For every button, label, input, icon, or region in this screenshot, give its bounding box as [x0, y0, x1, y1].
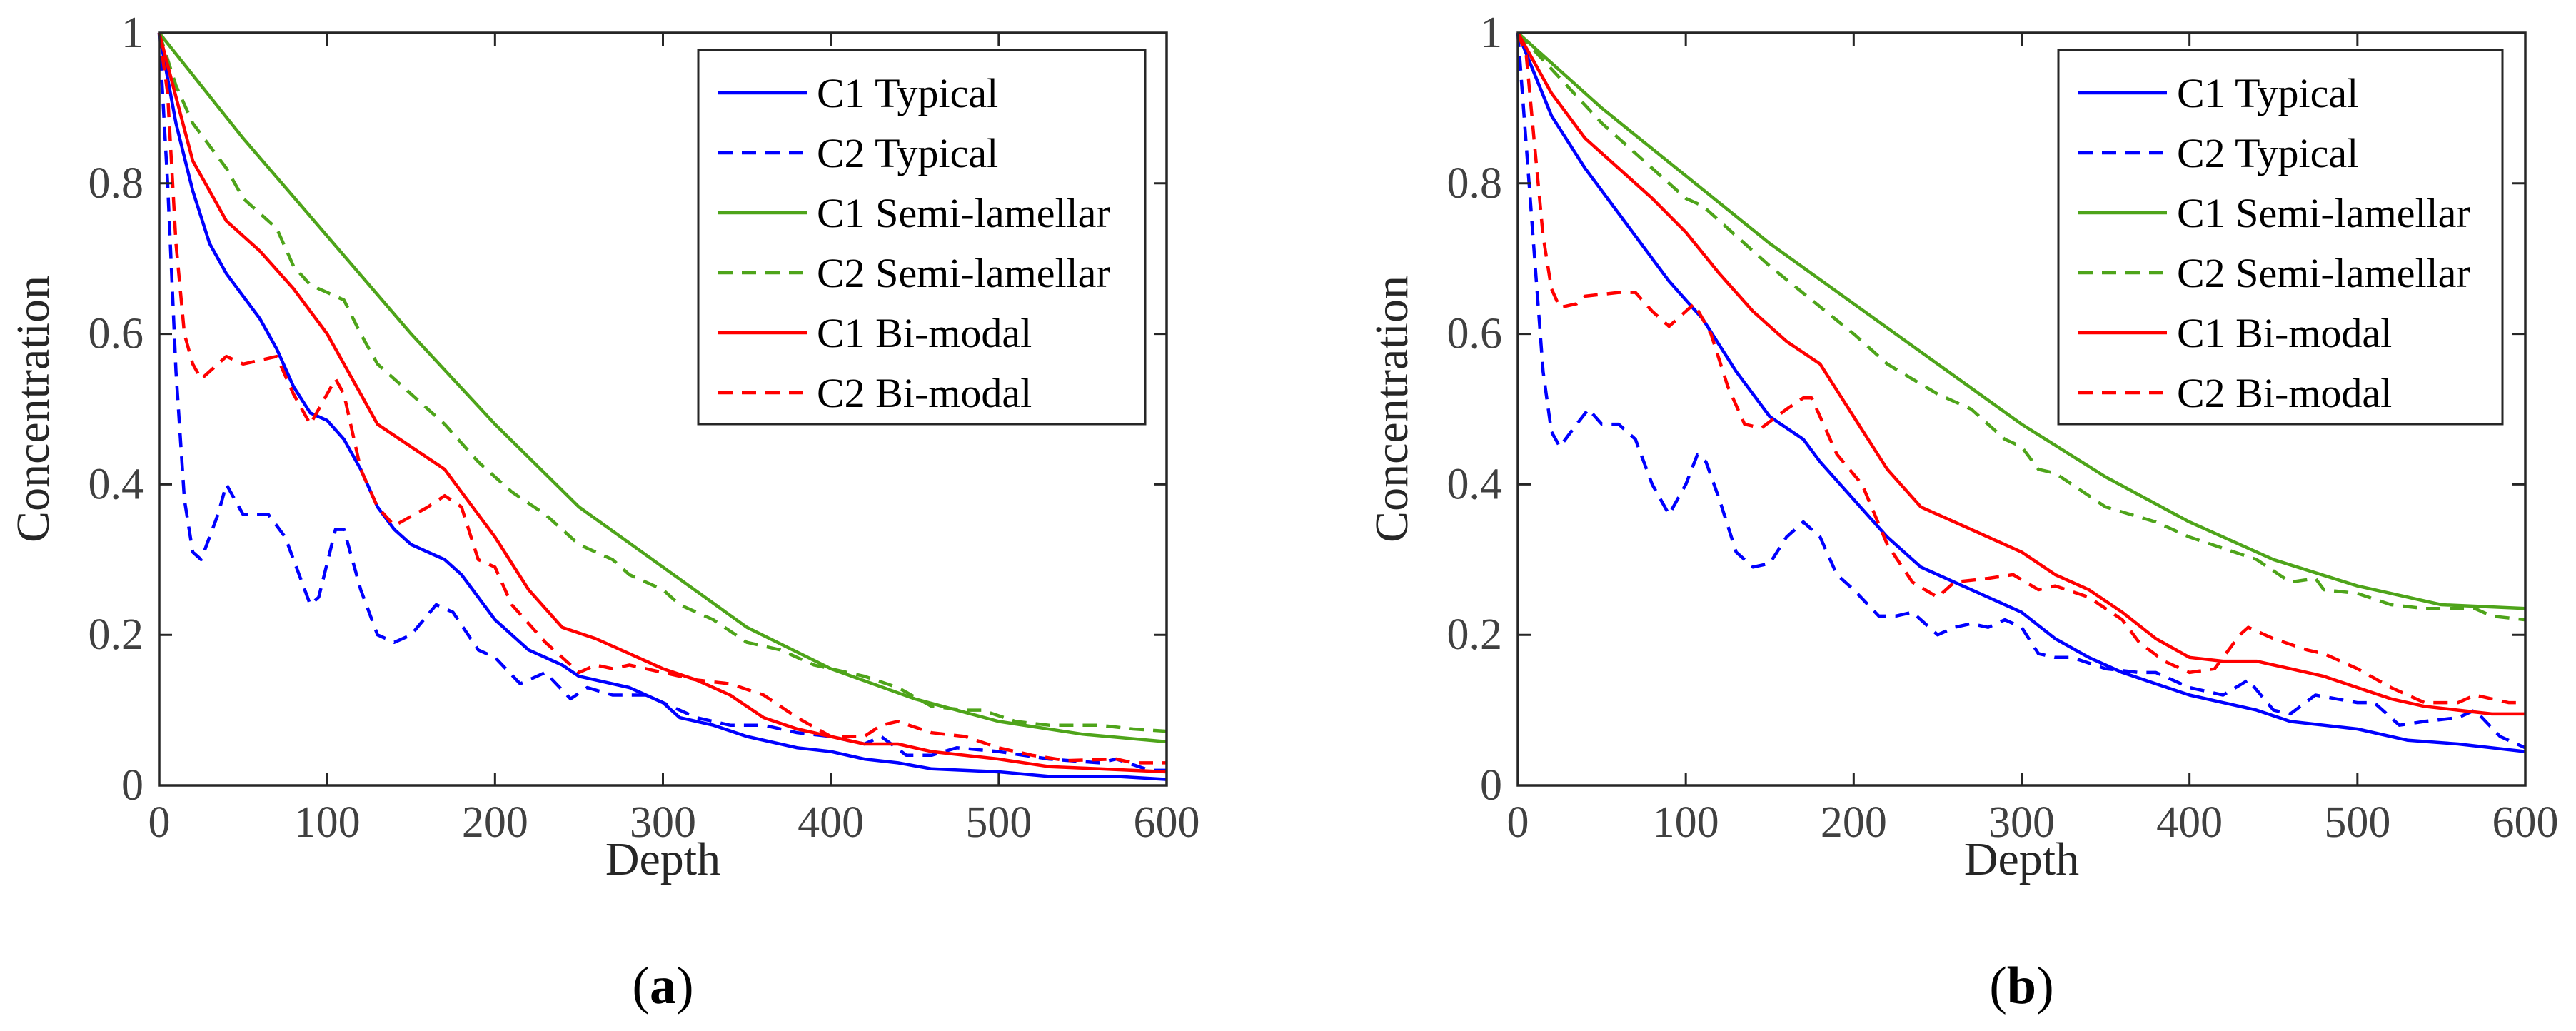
panel-caption-letter: b — [2007, 957, 2036, 1015]
legend: C1 Typical C2 Typical C1 Semi-lamellar C2 S… — [697, 49, 1147, 426]
legend-box — [697, 49, 1147, 426]
legend-label: C1 Semi-lamellar — [2177, 190, 2470, 236]
x-tick-label: 100 — [294, 798, 361, 847]
series-line-c1-bi-modal — [157, 32, 1167, 774]
legend-item: C1 Typical — [718, 70, 998, 116]
y-tick-label: 0.2 — [89, 610, 144, 659]
x-tick-label: 100 — [1653, 798, 1719, 847]
legend-item: C1 Typical — [2078, 70, 2358, 116]
legend-label: C2 Typical — [2177, 130, 2358, 176]
panel-caption: (b) — [1989, 957, 2053, 1015]
legend-item: C2 Typical — [2078, 130, 2358, 176]
x-tick-label: 0 — [1507, 798, 1529, 847]
x-tick-label: 500 — [965, 798, 1032, 847]
y-tick-label: 0.4 — [1447, 460, 1503, 508]
legend-label: C1 Typical — [2177, 70, 2358, 116]
x-tick-label: 200 — [462, 798, 528, 847]
x-tick-label: 400 — [2156, 798, 2223, 847]
x-axis-label: Depth — [605, 833, 720, 885]
legend-item: C1 Bi-modal — [2078, 310, 2392, 356]
x-tick-label: 400 — [798, 798, 864, 847]
x-tick-label: 0 — [149, 798, 171, 847]
legend-item: C2 Bi-modal — [718, 370, 1032, 416]
y-tick-label: 0.8 — [89, 159, 144, 208]
chart-panel-a: 0 100 200 300 400 500 600 0 0.2 0.4 0.6 0.8 1 Depth Co… — [7, 9, 1200, 1015]
legend-item: C2 Semi-lamellar — [2078, 250, 2470, 296]
y-tick-label: 0 — [1480, 761, 1502, 810]
legend: C1 Typical C2 Typical C1 Semi-lamellar C2 S… — [2057, 49, 2504, 426]
y-tick-label: 0.6 — [1447, 310, 1503, 358]
x-tick-label: 300 — [1988, 798, 2055, 847]
series-line-c2-typical — [1516, 32, 2526, 750]
y-tick-label: 0.2 — [1447, 610, 1503, 659]
series-line-c1-semi-lamellar — [158, 31, 1167, 744]
series-line-c2-semi-lamellar — [157, 32, 1167, 733]
legend-item: C1 Semi-lamellar — [2078, 190, 2470, 236]
legend-label: C1 Semi-lamellar — [817, 190, 1110, 236]
y-tick-label: 0 — [121, 761, 144, 810]
legend-label: C2 Semi-lamellar — [817, 250, 1110, 296]
x-tick-label: 200 — [1821, 798, 1887, 847]
legend-item: C2 Bi-modal — [2078, 370, 2392, 416]
panel-caption-letter: a — [650, 957, 676, 1015]
y-tick-label: 0.6 — [89, 310, 144, 358]
legend-label: C2 Bi-modal — [2177, 370, 2392, 416]
series-line-c1-typical — [157, 32, 1167, 781]
x-axis-label: Depth — [1964, 833, 2079, 885]
series-line-c2-semi-lamellar — [1516, 31, 2526, 622]
y-tick-label: 1 — [121, 9, 144, 57]
x-tick-label: 300 — [630, 798, 696, 847]
legend-box — [2057, 49, 2504, 426]
y-axis-label: Concentration — [1366, 276, 1418, 543]
panel-caption: (a) — [632, 957, 693, 1015]
series-line-c1-bi-modal — [1516, 31, 2525, 716]
legend-item: C2 Typical — [718, 130, 998, 176]
x-tick-label: 500 — [2324, 798, 2390, 847]
series-line-c1-typical — [1516, 32, 2526, 753]
x-tick-label: 600 — [1134, 798, 1200, 847]
y-tick-label: 0.4 — [89, 460, 144, 508]
legend-item: C2 Semi-lamellar — [718, 250, 1110, 296]
legend-label: C1 Bi-modal — [2177, 310, 2392, 356]
chart-panel-b: 0 100 200 300 400 500 600 0 0.2 0.4 0.6 0.8 1 Depth Co… — [1366, 9, 2559, 1015]
legend-label: C2 Bi-modal — [817, 370, 1032, 416]
legend-label: C1 Bi-modal — [817, 310, 1032, 356]
legend-label: C2 Semi-lamellar — [2177, 250, 2470, 296]
y-axis-label: Concentration — [7, 276, 59, 543]
series-line-c2-bi-modal — [157, 32, 1167, 765]
y-tick-label: 0.8 — [1447, 159, 1503, 208]
x-tick-label: 600 — [2492, 798, 2559, 847]
legend-label: C1 Typical — [817, 70, 998, 116]
y-tick-label: 1 — [1480, 9, 1502, 57]
series-line-c2-bi-modal — [1516, 32, 2525, 705]
legend-item: C1 Bi-modal — [718, 310, 1032, 356]
legend-label: C2 Typical — [817, 130, 998, 176]
series-line-c1-semi-lamellar — [1516, 31, 2526, 610]
legend-item: C1 Semi-lamellar — [718, 190, 1110, 236]
